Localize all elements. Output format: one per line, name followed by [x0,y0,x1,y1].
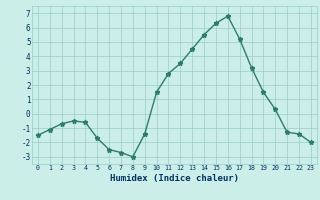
X-axis label: Humidex (Indice chaleur): Humidex (Indice chaleur) [110,174,239,183]
